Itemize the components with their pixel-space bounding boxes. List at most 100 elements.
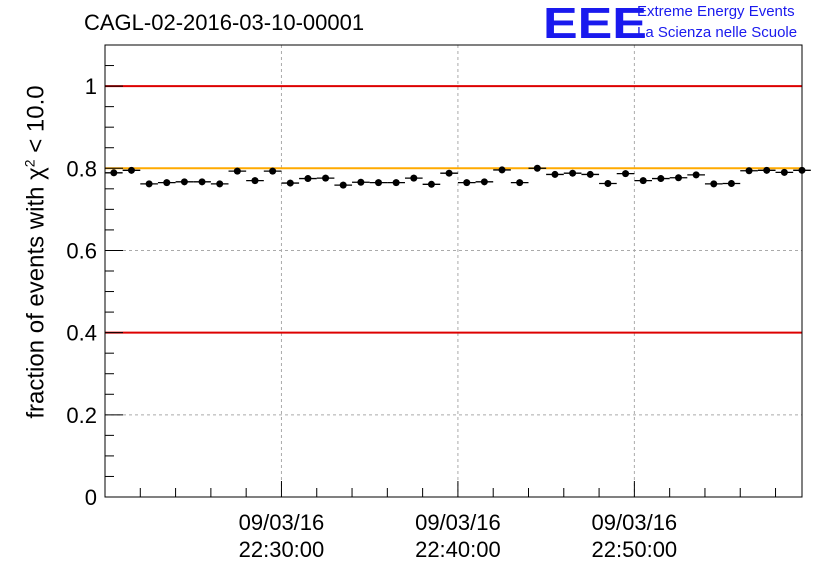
data-point <box>440 169 458 177</box>
data-point <box>193 178 211 186</box>
data-point <box>422 180 441 188</box>
y-tick-label: 1 <box>85 74 97 99</box>
data-point <box>704 180 723 188</box>
marker <box>551 170 559 178</box>
x-tick-time: 22:30:00 <box>239 537 325 562</box>
data-points <box>105 164 811 189</box>
data-point <box>105 169 123 177</box>
data-point <box>175 178 194 186</box>
data-point <box>740 167 758 175</box>
data-point <box>510 179 529 187</box>
data-point <box>246 177 264 185</box>
data-point <box>140 180 158 188</box>
marker <box>516 179 524 187</box>
marker <box>604 179 612 187</box>
marker <box>533 164 541 172</box>
marker <box>780 168 788 176</box>
marker <box>357 178 365 186</box>
data-point <box>263 167 282 175</box>
marker <box>622 170 630 178</box>
marker <box>480 178 488 186</box>
marker <box>304 175 312 183</box>
marker <box>127 166 135 174</box>
marker <box>586 170 594 178</box>
marker <box>251 177 259 185</box>
marker <box>110 169 118 177</box>
marker <box>498 166 506 174</box>
x-tick-date: 09/03/16 <box>239 510 325 535</box>
run-title: CAGL-02-2016-03-10-00001 <box>84 10 365 35</box>
data-point <box>404 174 423 182</box>
data-point <box>299 175 317 183</box>
marker <box>322 174 330 182</box>
marker <box>410 174 418 182</box>
data-point <box>616 170 635 178</box>
data-point <box>528 164 547 172</box>
marker <box>745 167 753 175</box>
axis-ticks <box>104 44 777 498</box>
data-point <box>157 179 176 187</box>
data-point <box>369 179 388 187</box>
data-point <box>652 175 670 183</box>
marker <box>727 179 735 187</box>
data-point <box>475 178 494 186</box>
marker <box>710 180 718 188</box>
marker <box>445 169 453 177</box>
x-tick-date: 09/03/16 <box>592 510 678 535</box>
data-point <box>281 179 300 187</box>
data-point <box>352 178 370 186</box>
data-point <box>228 167 247 175</box>
gridlines <box>105 45 802 497</box>
logo-tagline-2: La Scienza nelle Scuole <box>637 24 798 41</box>
marker <box>375 179 383 187</box>
marker <box>692 171 700 179</box>
marker <box>427 180 435 188</box>
reference-lines <box>105 85 802 334</box>
marker <box>339 181 347 189</box>
data-point <box>669 174 688 182</box>
marker <box>674 174 682 182</box>
marker <box>286 179 294 187</box>
logo-tagline-1: Extreme Energy Events <box>637 3 795 20</box>
marker <box>180 178 188 186</box>
y-tick-label: 0.4 <box>66 321 97 346</box>
data-point <box>493 166 511 174</box>
data-point <box>687 171 705 179</box>
data-point <box>122 166 141 174</box>
data-point <box>581 170 600 178</box>
data-point <box>563 169 582 177</box>
y-tick-label: 0.6 <box>66 238 97 263</box>
marker <box>269 167 277 175</box>
data-point <box>757 166 776 174</box>
marker <box>216 180 224 188</box>
data-point <box>634 177 653 185</box>
data-point <box>775 168 794 176</box>
marker <box>392 179 400 187</box>
y-tick-label: 0 <box>85 485 97 510</box>
marker <box>163 179 171 187</box>
x-tick-time: 22:50:00 <box>592 537 678 562</box>
marker <box>145 180 153 188</box>
tick-labels: 00.20.40.60.8109/03/1622:30:0009/03/1622… <box>66 74 677 562</box>
marker <box>657 175 665 183</box>
marker <box>463 179 471 187</box>
plot-frame <box>104 44 803 498</box>
marker <box>569 169 577 177</box>
data-point <box>334 181 353 189</box>
data-point <box>599 179 617 187</box>
marker <box>639 177 647 185</box>
marker <box>233 167 241 175</box>
marker <box>763 166 771 174</box>
data-point <box>387 179 405 187</box>
marker <box>198 178 206 186</box>
data-point <box>210 180 229 188</box>
data-point <box>722 179 741 187</box>
data-point <box>546 170 564 178</box>
y-tick-label: 0.8 <box>66 156 97 181</box>
y-tick-label: 0.2 <box>66 403 97 428</box>
eee-logo: EEE <box>543 0 647 48</box>
x-tick-date: 09/03/16 <box>415 510 501 535</box>
data-point <box>316 174 335 182</box>
x-tick-time: 22:40:00 <box>415 537 501 562</box>
